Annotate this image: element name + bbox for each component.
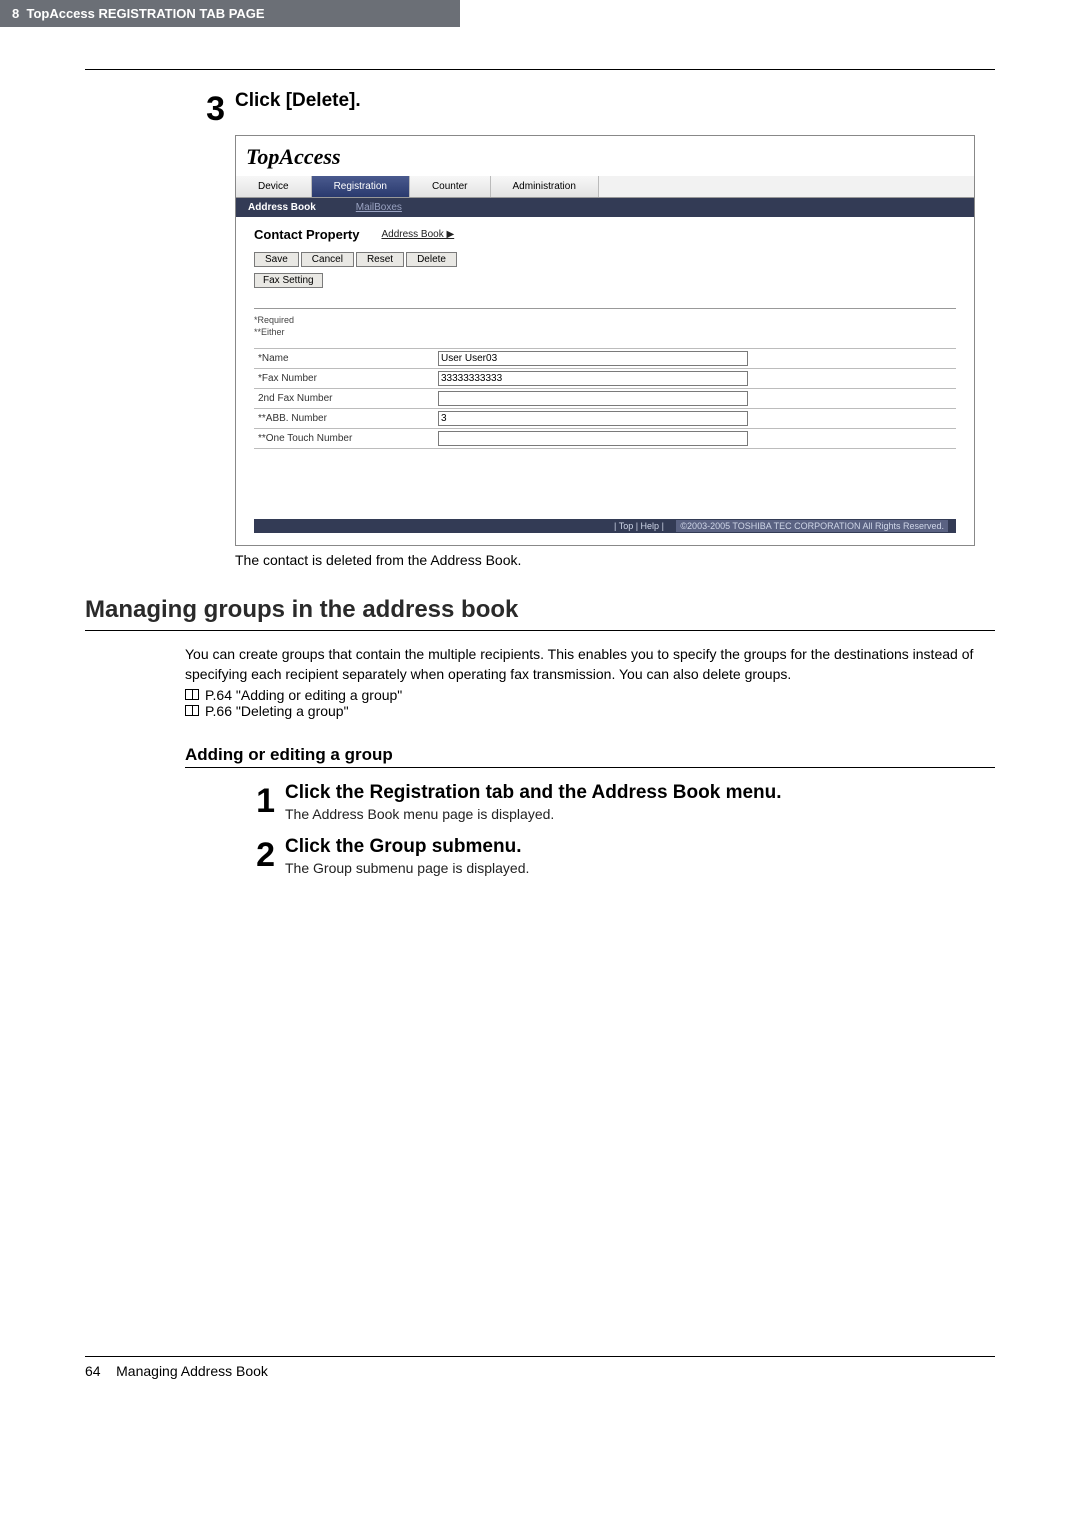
- reset-button[interactable]: Reset: [356, 252, 404, 267]
- section-rule: [85, 630, 995, 631]
- xref-2-text: P.66 "Deleting a group": [205, 703, 349, 719]
- screenshot-contact-property: TopAccess Device Registration Counter Ad…: [235, 135, 975, 546]
- fax2-label: 2nd Fax Number: [254, 389, 434, 409]
- onetouch-input[interactable]: [438, 431, 748, 446]
- tab-counter[interactable]: Counter: [410, 176, 491, 197]
- table-row: 2nd Fax Number: [254, 389, 956, 409]
- abb-label: **ABB. Number: [254, 409, 434, 429]
- tab-device[interactable]: Device: [236, 176, 312, 197]
- subtab-mailboxes[interactable]: MailBoxes: [356, 202, 402, 213]
- sub-tabbar: Address Book MailBoxes: [236, 198, 974, 217]
- topaccess-logo: TopAccess: [236, 136, 974, 176]
- book-icon: [185, 689, 199, 700]
- step2-number: 2: [235, 836, 285, 875]
- contact-property-heading: Contact Property: [254, 227, 359, 242]
- divider: [254, 308, 956, 309]
- section-paragraph: You can create groups that contain the m…: [185, 645, 995, 684]
- fax-input[interactable]: [438, 371, 748, 386]
- onetouch-label: **One Touch Number: [254, 429, 434, 449]
- name-label: *Name: [254, 349, 434, 369]
- table-row: **ABB. Number: [254, 409, 956, 429]
- chapter-number: 8: [12, 6, 19, 21]
- subsection-rule: [185, 767, 995, 768]
- footer-links[interactable]: | Top | Help |: [614, 521, 664, 531]
- name-input[interactable]: [438, 351, 748, 366]
- book-icon: [185, 705, 199, 716]
- tab-administration[interactable]: Administration: [491, 176, 599, 197]
- tab-registration[interactable]: Registration: [312, 176, 410, 197]
- fax2-input[interactable]: [438, 391, 748, 406]
- chapter-title: TopAccess REGISTRATION TAB PAGE: [26, 6, 264, 21]
- breadcrumb-addressbook[interactable]: Address Book ▶: [381, 229, 454, 240]
- xref-1-text: P.64 "Adding or editing a group": [205, 687, 402, 703]
- table-row: *Fax Number: [254, 369, 956, 389]
- step1-title: Click the Registration tab and the Addre…: [285, 782, 995, 804]
- abb-input[interactable]: [438, 411, 748, 426]
- main-tabbar: Device Registration Counter Administrati…: [236, 176, 974, 198]
- either-note: **Either: [254, 327, 956, 339]
- footer-rule: [85, 1356, 995, 1357]
- xref-1: P.64 "Adding or editing a group": [185, 687, 995, 703]
- save-button[interactable]: Save: [254, 252, 299, 267]
- step2-title: Click the Group submenu.: [285, 836, 995, 858]
- step1-body: The Address Book menu page is displayed.: [285, 806, 995, 822]
- table-row: **One Touch Number: [254, 429, 956, 449]
- step3-title: Click [Delete].: [235, 90, 995, 112]
- subsection-title: Adding or editing a group: [185, 745, 995, 765]
- step2-body: The Group submenu page is displayed.: [285, 860, 995, 876]
- section-title-managing-groups: Managing groups in the address book: [85, 596, 995, 624]
- subtab-addressbook[interactable]: Address Book: [248, 202, 316, 213]
- chapter-header: 8 TopAccess REGISTRATION TAB PAGE: [0, 0, 460, 27]
- top-rule: [85, 69, 995, 70]
- footer-copyright: ©2003-2005 TOSHIBA TEC CORPORATION All R…: [676, 520, 948, 532]
- required-note: *Required: [254, 315, 956, 327]
- step3-number: 3: [185, 90, 235, 129]
- xref-2: P.66 "Deleting a group": [185, 703, 995, 719]
- cancel-button[interactable]: Cancel: [301, 252, 354, 267]
- footer-label: Managing Address Book: [116, 1363, 268, 1379]
- delete-button[interactable]: Delete: [406, 252, 457, 267]
- table-row: *Name: [254, 349, 956, 369]
- page-footer-text: 64 Managing Address Book: [85, 1363, 995, 1379]
- form-table: *Name *Fax Number 2nd Fax Number **ABB. …: [254, 348, 956, 449]
- fax-label: *Fax Number: [254, 369, 434, 389]
- screenshot-footer: | Top | Help | ©2003-2005 TOSHIBA TEC CO…: [254, 519, 956, 533]
- fax-setting-button[interactable]: Fax Setting: [254, 273, 323, 288]
- page-number: 64: [85, 1363, 101, 1379]
- step1-number: 1: [235, 782, 285, 821]
- step3-caption: The contact is deleted from the Address …: [235, 552, 995, 568]
